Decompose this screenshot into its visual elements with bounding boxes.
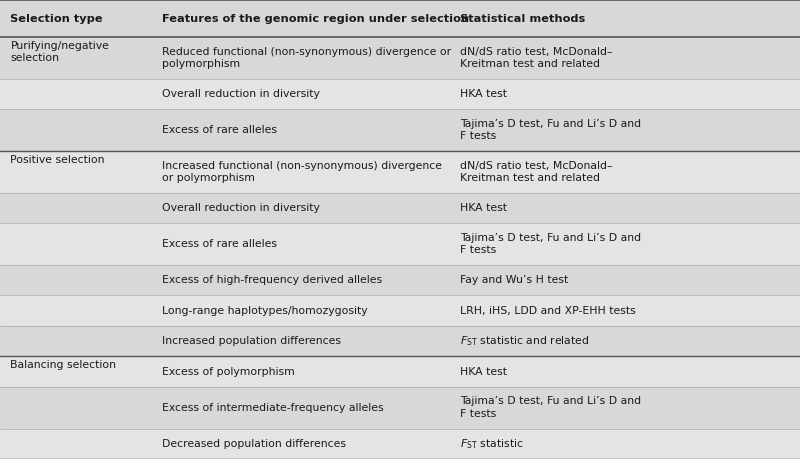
Bar	[0, 223, 800, 265]
Text: Selection type: Selection type	[10, 14, 103, 23]
Bar	[0, 265, 800, 296]
Bar	[0, 326, 800, 356]
Text: Tajima’s D test, Fu and Li’s D and
F tests: Tajima’s D test, Fu and Li’s D and F tes…	[460, 397, 641, 419]
Bar	[0, 296, 800, 326]
Bar	[0, 109, 800, 151]
Text: LRH, iHS, LDD and XP-EHH tests: LRH, iHS, LDD and XP-EHH tests	[460, 306, 636, 316]
Bar	[0, 79, 800, 109]
Text: Purifying/negative
selection: Purifying/negative selection	[10, 41, 110, 63]
Text: Excess of high-frequency derived alleles: Excess of high-frequency derived alleles	[162, 275, 382, 285]
Text: Long-range haplotypes/homozygosity: Long-range haplotypes/homozygosity	[162, 306, 368, 316]
Bar	[0, 0, 800, 37]
Text: Increased functional (non-synonymous) divergence
or polymorphism: Increased functional (non-synonymous) di…	[162, 161, 442, 183]
Bar	[0, 429, 800, 459]
Bar	[0, 356, 800, 387]
Text: Tajima’s D test, Fu and Li’s D and
F tests: Tajima’s D test, Fu and Li’s D and F tes…	[460, 119, 641, 141]
Bar	[0, 193, 800, 223]
Text: Overall reduction in diversity: Overall reduction in diversity	[162, 203, 320, 213]
Text: HKA test: HKA test	[460, 367, 507, 376]
Text: Increased population differences: Increased population differences	[162, 336, 342, 346]
Text: Features of the genomic region under selection: Features of the genomic region under sel…	[162, 14, 470, 23]
Text: HKA test: HKA test	[460, 89, 507, 99]
Text: dN/dS ratio test, McDonald–
Kreitman test and related: dN/dS ratio test, McDonald– Kreitman tes…	[460, 161, 613, 183]
Text: Balancing selection: Balancing selection	[10, 360, 117, 370]
Bar	[0, 387, 800, 429]
Text: Overall reduction in diversity: Overall reduction in diversity	[162, 89, 320, 99]
Text: HKA test: HKA test	[460, 203, 507, 213]
Text: Tajima’s D test, Fu and Li’s D and
F tests: Tajima’s D test, Fu and Li’s D and F tes…	[460, 233, 641, 255]
Text: Fay and Wu’s H test: Fay and Wu’s H test	[460, 275, 568, 285]
Text: Statistical methods: Statistical methods	[460, 14, 586, 23]
Bar	[0, 151, 800, 193]
Text: Decreased population differences: Decreased population differences	[162, 439, 346, 449]
Text: Excess of intermediate-frequency alleles: Excess of intermediate-frequency alleles	[162, 403, 384, 413]
Text: Excess of rare alleles: Excess of rare alleles	[162, 125, 278, 135]
Text: Excess of polymorphism: Excess of polymorphism	[162, 367, 295, 376]
Text: dN/dS ratio test, McDonald–
Kreitman test and related: dN/dS ratio test, McDonald– Kreitman tes…	[460, 47, 613, 69]
Text: $\it{F}_{\rm{ST}}$ statistic: $\it{F}_{\rm{ST}}$ statistic	[460, 437, 524, 451]
Text: $\it{F}_{\rm{ST}}$ statistic and related: $\it{F}_{\rm{ST}}$ statistic and related	[460, 334, 590, 348]
Text: Excess of rare alleles: Excess of rare alleles	[162, 239, 278, 249]
Text: Positive selection: Positive selection	[10, 155, 105, 165]
Text: Reduced functional (non-synonymous) divergence or
polymorphism: Reduced functional (non-synonymous) dive…	[162, 47, 451, 69]
Bar	[0, 37, 800, 79]
